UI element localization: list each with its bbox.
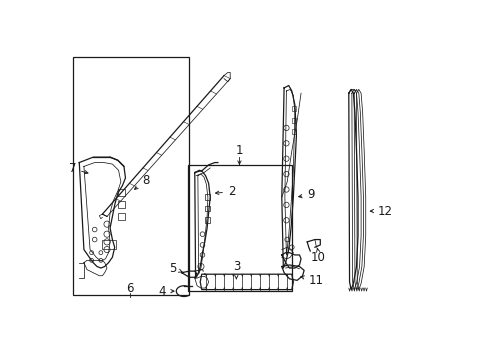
Bar <box>204 206 210 211</box>
Bar <box>204 194 210 199</box>
Bar <box>291 130 296 134</box>
Text: 1: 1 <box>235 144 243 164</box>
Bar <box>291 106 296 111</box>
Text: 7: 7 <box>69 162 88 175</box>
Text: 12: 12 <box>369 204 392 217</box>
Text: 11: 11 <box>300 274 323 287</box>
Bar <box>204 217 210 222</box>
Text: 3: 3 <box>232 260 240 279</box>
Text: 9: 9 <box>298 188 314 201</box>
Bar <box>73 57 189 295</box>
Text: 2: 2 <box>215 185 235 198</box>
Text: 8: 8 <box>134 174 149 189</box>
Bar <box>118 189 125 197</box>
Bar <box>291 118 296 122</box>
Bar <box>187 165 291 291</box>
Text: 6: 6 <box>126 282 134 294</box>
Text: 5: 5 <box>168 261 182 275</box>
Bar <box>102 239 116 249</box>
Text: 10: 10 <box>310 251 325 264</box>
Text: 4: 4 <box>159 285 174 298</box>
Bar <box>118 201 125 208</box>
Bar <box>118 213 125 220</box>
